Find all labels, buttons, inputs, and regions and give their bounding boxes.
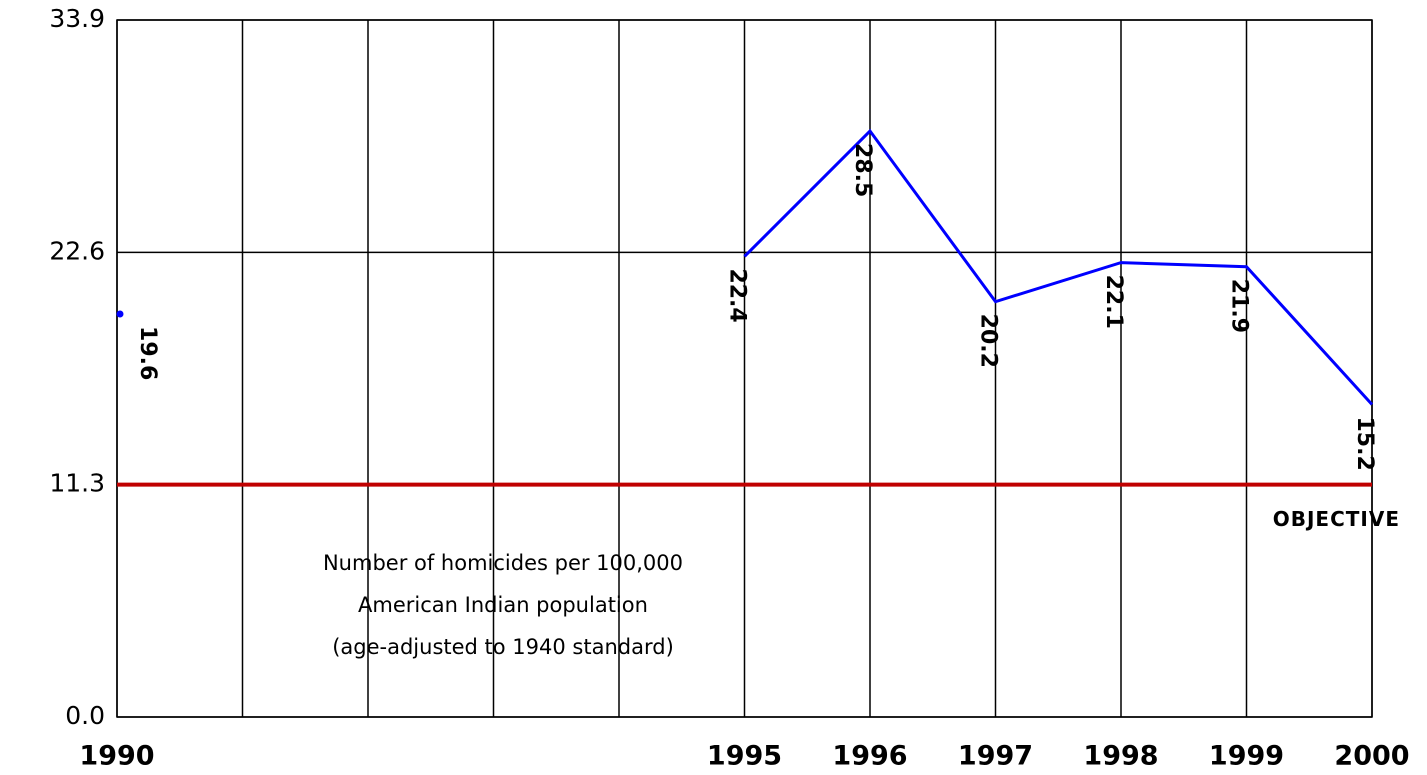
- data-label: 15.2: [1352, 416, 1377, 470]
- data-line: [743, 128, 1374, 406]
- data-label: 28.5: [850, 143, 875, 197]
- data-point: [116, 310, 124, 318]
- x-tick-label: 2000: [1334, 741, 1409, 772]
- x-tick-label: 1999: [1209, 741, 1284, 772]
- data-label: 22.4: [725, 268, 750, 322]
- data-label: 22.1: [1101, 275, 1126, 329]
- y-tick-label: 22.6: [49, 236, 105, 265]
- y-tick-label: 11.3: [49, 469, 105, 498]
- x-tick-label: 1990: [79, 741, 154, 772]
- x-tick-label: 1997: [958, 741, 1033, 772]
- annotation: American Indian population: [358, 593, 648, 617]
- data-label: 19.6: [135, 326, 160, 380]
- x-tick-label: 1996: [832, 741, 907, 772]
- x-tick-label: 1998: [1083, 741, 1158, 772]
- data-label: 20.2: [976, 314, 1001, 368]
- objective-label: OBJECTIVE: [1273, 507, 1400, 531]
- x-tick-label: 1995: [707, 741, 782, 772]
- y-tick-label: 0.0: [65, 701, 105, 730]
- data-label: 21.9: [1227, 279, 1252, 333]
- y-tick-label: 33.9: [49, 4, 105, 33]
- annotation: Number of homicides per 100,000: [323, 551, 683, 575]
- annotation: (age-adjusted to 1940 standard): [332, 635, 674, 659]
